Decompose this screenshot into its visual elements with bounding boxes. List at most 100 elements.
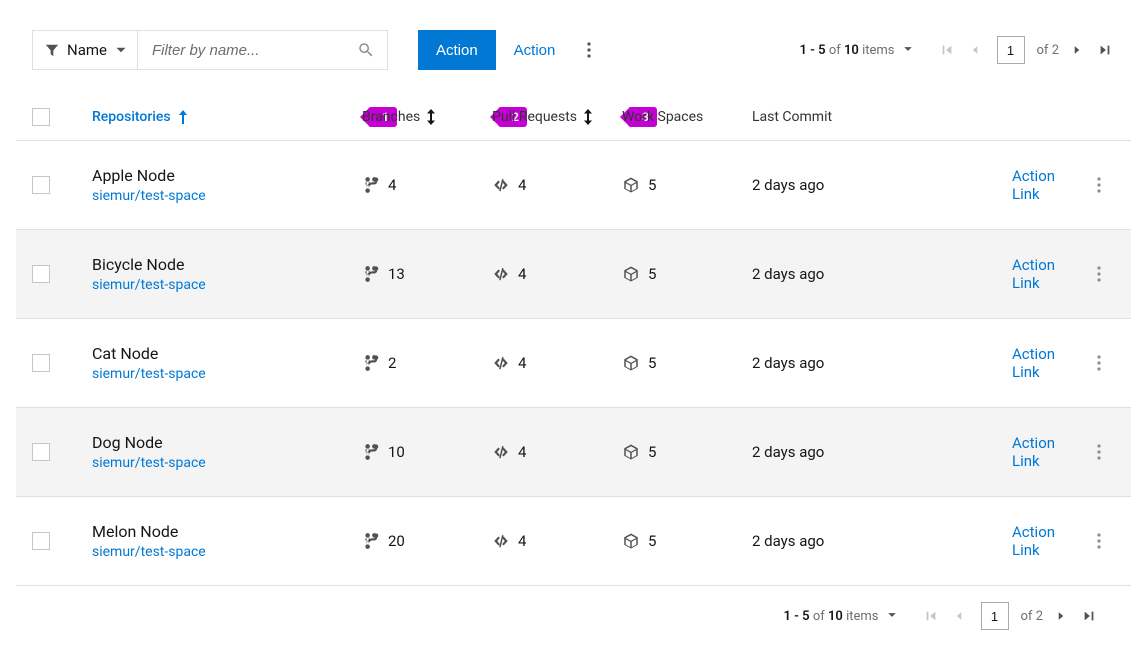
kebab-icon — [1097, 444, 1101, 460]
table-row: Cat Node siemur/test-space 2 4 5 2 days … — [16, 319, 1131, 408]
row-action-link[interactable]: Action Link — [1012, 434, 1069, 470]
pager-page-input[interactable] — [997, 36, 1025, 64]
items-per-page-caret[interactable] — [887, 609, 897, 624]
kebab-icon — [1097, 177, 1101, 193]
items-per-page-caret[interactable] — [903, 43, 913, 58]
branch-icon — [362, 532, 380, 550]
search-box — [138, 30, 388, 70]
cube-icon — [622, 176, 640, 194]
row-checkbox[interactable] — [32, 176, 50, 194]
last-commit-cell: 2 days ago — [752, 354, 1012, 372]
pulls-cell: 4 — [492, 354, 622, 372]
table-row: Apple Node siemur/test-space 4 4 5 2 day… — [16, 141, 1131, 230]
repository-path-link[interactable]: siemur/test-space — [92, 455, 362, 471]
filter-field-select[interactable]: Name — [32, 30, 138, 70]
workspaces-cell: 5 — [622, 532, 752, 550]
branch-icon — [362, 176, 380, 194]
row-action-link[interactable]: Action Link — [1012, 523, 1069, 559]
row-checkbox[interactable] — [32, 443, 50, 461]
filter-icon — [45, 43, 59, 57]
primary-action-button[interactable]: Action — [418, 30, 496, 70]
last-commit-text: 2 days ago — [752, 443, 824, 461]
pager-last-button[interactable] — [1079, 606, 1099, 626]
row-actions-cell: Action Link — [1012, 343, 1115, 383]
pager-page-input[interactable] — [981, 602, 1009, 630]
kebab-icon — [1097, 355, 1101, 371]
last-commit-text: 2 days ago — [752, 265, 824, 283]
cube-icon — [622, 354, 640, 372]
row-checkbox[interactable] — [32, 354, 50, 372]
sort-both-icon — [426, 109, 436, 125]
row-actions-cell: Action Link — [1012, 432, 1115, 472]
cube-icon — [622, 265, 640, 283]
row-kebab-menu[interactable] — [1087, 343, 1111, 383]
repository-cell: Apple Node siemur/test-space — [92, 166, 362, 204]
repository-cell: Cat Node siemur/test-space — [92, 344, 362, 382]
row-action-link[interactable]: Action Link — [1012, 345, 1069, 381]
branches-count: 2 — [388, 354, 396, 372]
search-icon[interactable] — [357, 41, 375, 59]
pager-last-button[interactable] — [1095, 40, 1115, 60]
filter-field-label: Name — [67, 41, 107, 59]
branches-count: 13 — [388, 265, 405, 283]
pager-prev-button[interactable] — [965, 40, 985, 60]
pager-of-pages: of 2 — [1037, 43, 1059, 58]
toolbar-kebab-menu[interactable] — [573, 30, 605, 70]
search-input[interactable] — [150, 41, 357, 60]
row-actions-cell: Action Link — [1012, 521, 1115, 561]
row-checkbox-cell — [32, 354, 92, 372]
row-action-link[interactable]: Action Link — [1012, 167, 1069, 203]
pulls-count: 4 — [518, 354, 526, 372]
row-checkbox[interactable] — [32, 265, 50, 283]
branches-count: 20 — [388, 532, 405, 550]
sort-asc-icon — [177, 110, 189, 124]
workspaces-count: 5 — [648, 176, 656, 194]
pager-bottom: 1 - 5 of 10 items of 2 — [784, 602, 1100, 630]
branches-cell: 10 — [362, 443, 492, 461]
column-branches[interactable]: Branches 2 — [362, 109, 492, 125]
pulls-count: 4 — [518, 265, 526, 283]
column-repositories[interactable]: Repositories 1 — [92, 109, 362, 125]
branches-cell: 13 — [362, 265, 492, 283]
column-last-commit[interactable]: Last Commit — [752, 109, 1012, 125]
pager-first-button[interactable] — [937, 40, 957, 60]
row-actions-cell: Action Link — [1012, 254, 1115, 294]
column-branches-label: Branches — [362, 109, 420, 125]
repository-path-link[interactable]: siemur/test-space — [92, 188, 362, 204]
row-checkbox-cell — [32, 176, 92, 194]
repository-name: Cat Node — [92, 344, 362, 363]
pulls-cell: 4 — [492, 265, 622, 283]
pager-next-button[interactable] — [1051, 606, 1071, 626]
pager-next-button[interactable] — [1067, 40, 1087, 60]
row-kebab-menu[interactable] — [1087, 521, 1111, 561]
kebab-icon — [1097, 266, 1101, 282]
table-row: Bicycle Node siemur/test-space 13 4 5 2 … — [16, 230, 1131, 319]
row-action-link[interactable]: Action Link — [1012, 256, 1069, 292]
pager-prev-button[interactable] — [949, 606, 969, 626]
select-all-checkbox[interactable] — [32, 108, 50, 126]
row-checkbox[interactable] — [32, 532, 50, 550]
row-kebab-menu[interactable] — [1087, 254, 1111, 294]
column-work-spaces[interactable]: Work Spaces — [622, 109, 752, 125]
repository-path-link[interactable]: siemur/test-space — [92, 366, 362, 382]
pulls-count: 4 — [518, 176, 526, 194]
repository-name: Bicycle Node — [92, 255, 362, 274]
pager-first-button[interactable] — [921, 606, 941, 626]
cube-icon — [622, 443, 640, 461]
last-commit-cell: 2 days ago — [752, 443, 1012, 461]
row-kebab-menu[interactable] — [1087, 165, 1111, 205]
secondary-action-button[interactable]: Action — [496, 30, 574, 70]
pulls-cell: 4 — [492, 532, 622, 550]
pager-range-text: 1 - 5 of 10 items — [784, 609, 879, 624]
workspaces-count: 5 — [648, 532, 656, 550]
workspaces-count: 5 — [648, 265, 656, 283]
repository-path-link[interactable]: siemur/test-space — [92, 277, 362, 293]
row-kebab-menu[interactable] — [1087, 432, 1111, 472]
workspaces-count: 5 — [648, 354, 656, 372]
branch-icon — [362, 265, 380, 283]
page-root: Name Action Action 1 - 5 of 10 items — [0, 0, 1147, 667]
header-checkbox-cell — [32, 108, 92, 126]
row-checkbox-cell — [32, 443, 92, 461]
column-pull-requests[interactable]: Pull Requests 3 — [492, 109, 622, 125]
repository-path-link[interactable]: siemur/test-space — [92, 544, 362, 560]
